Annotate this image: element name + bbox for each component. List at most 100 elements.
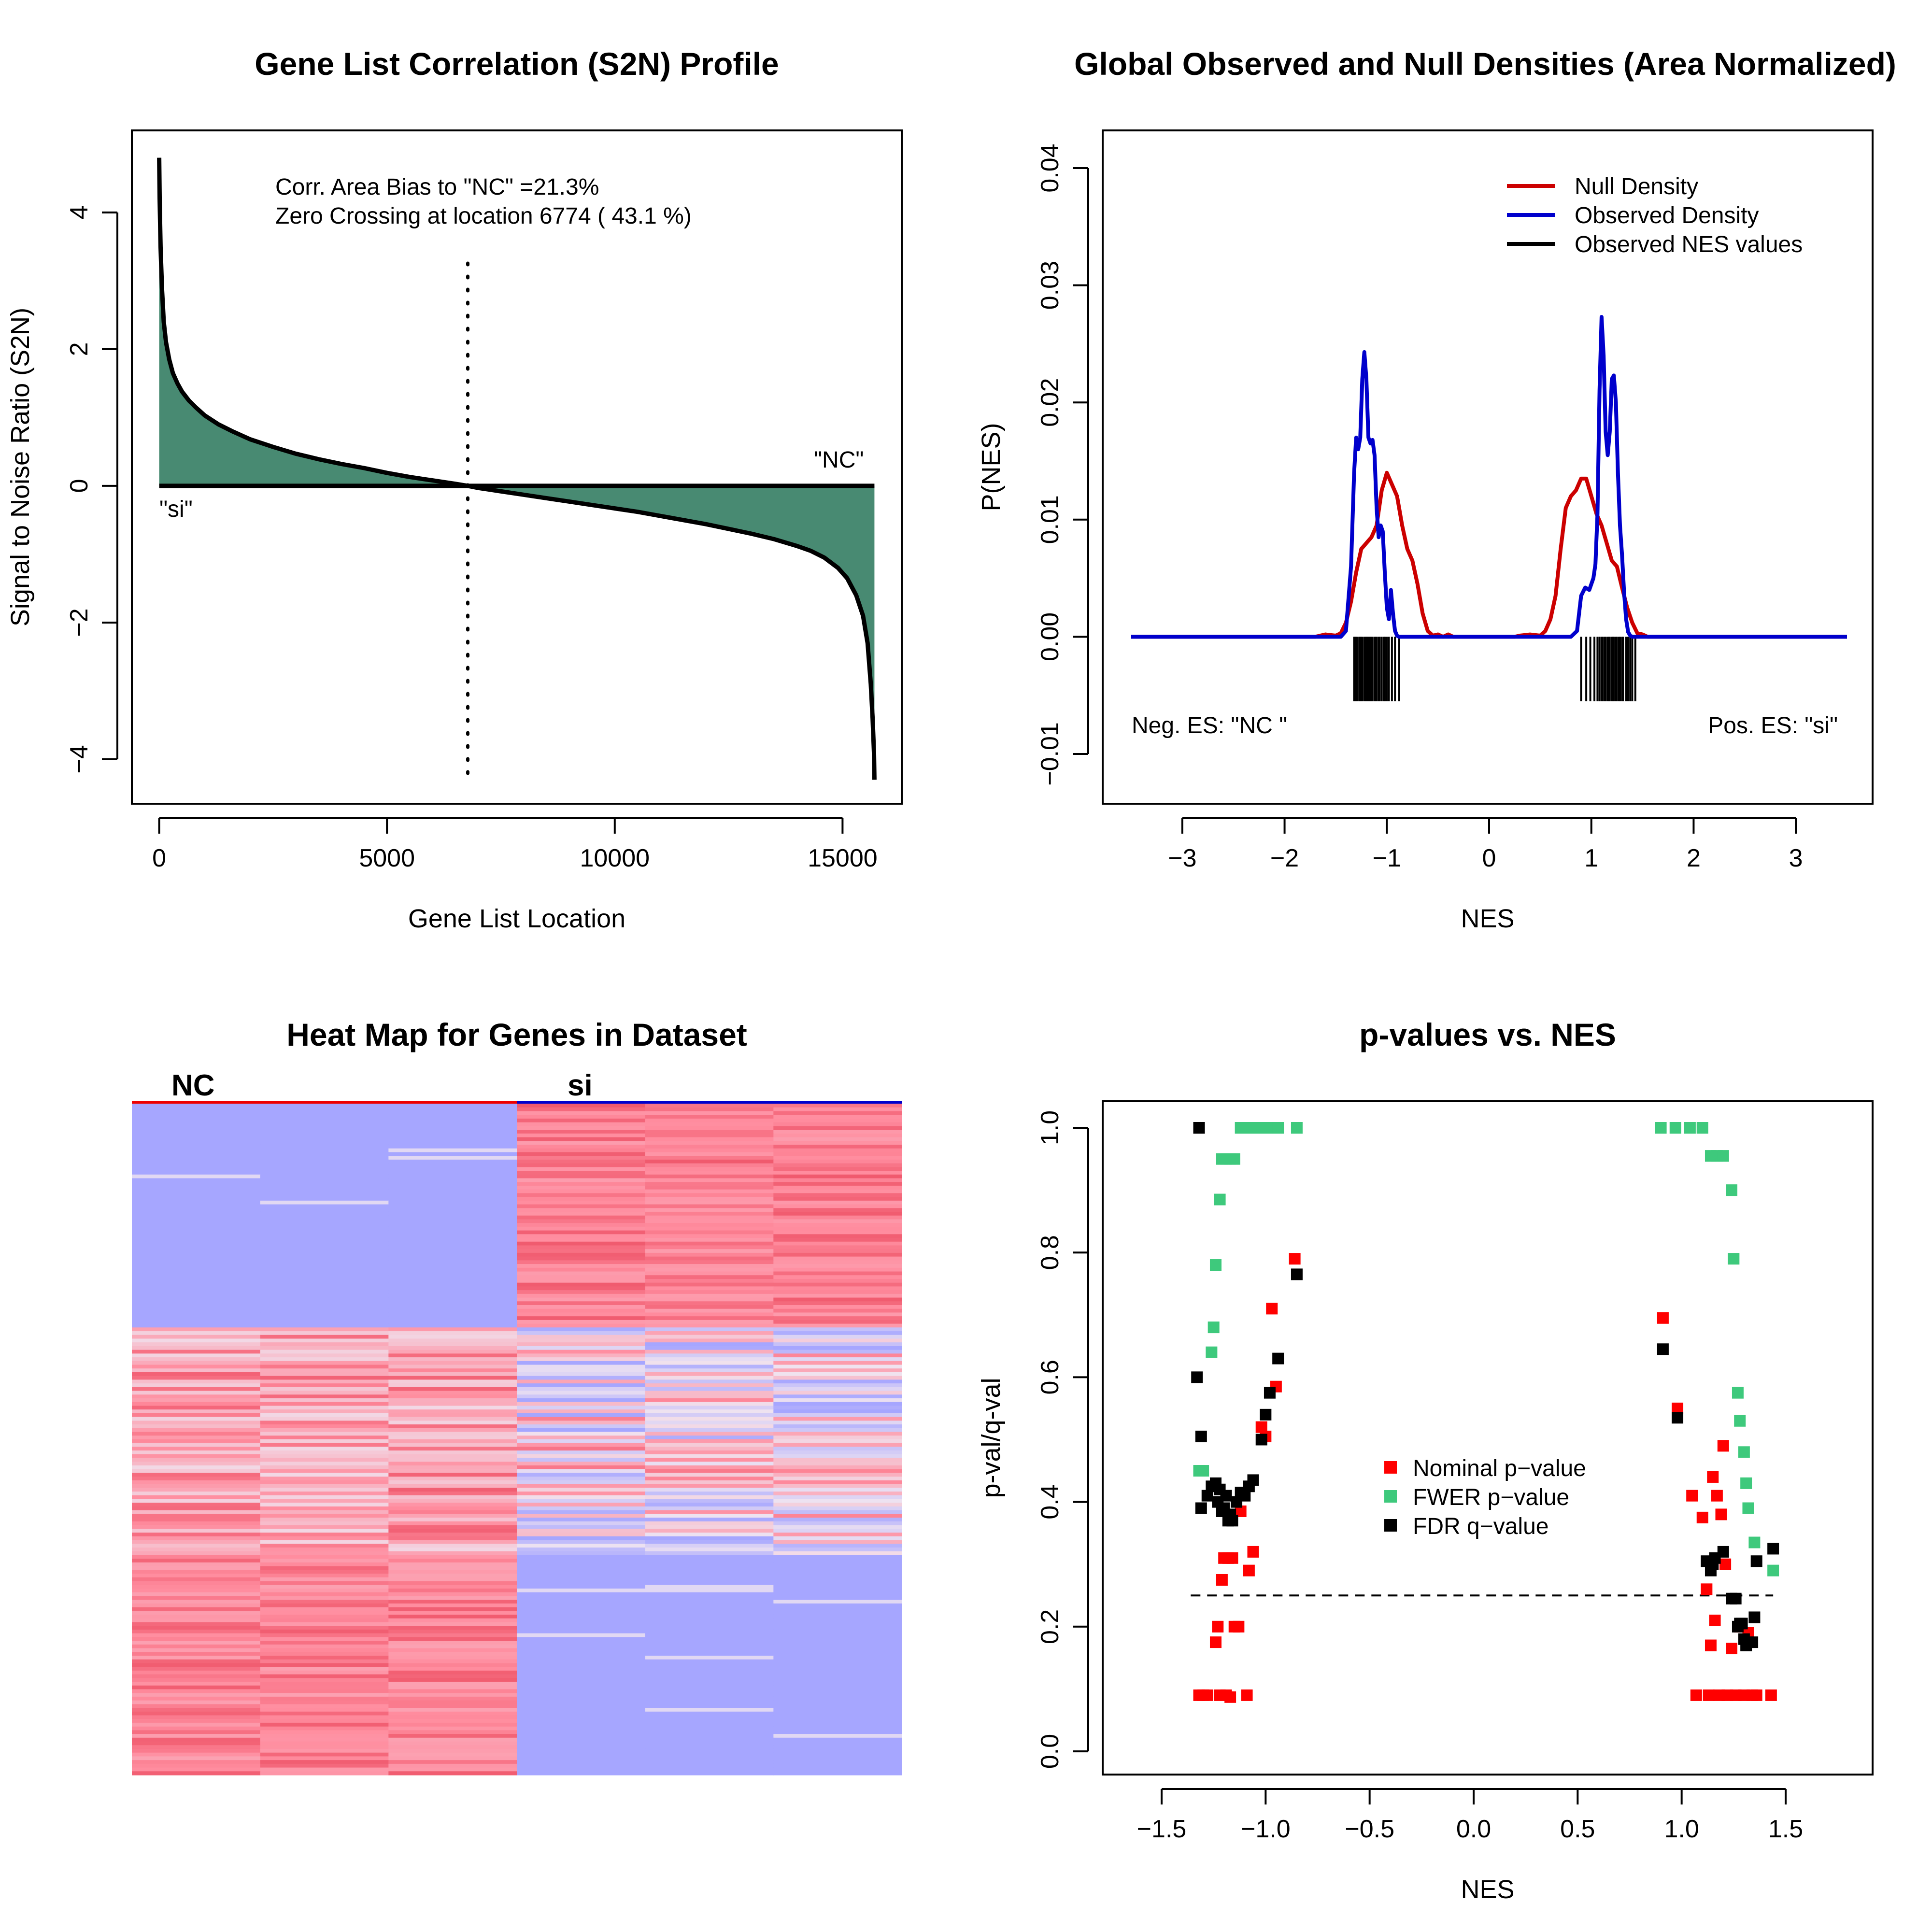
nominal-p-point: [1765, 1689, 1777, 1701]
heatmap-cell: [260, 1633, 389, 1637]
fdr-q-point: [1193, 1122, 1205, 1134]
heatmap-cell: [773, 1435, 902, 1440]
heatmap-cell: [517, 1704, 646, 1708]
heatmap-cell: [132, 1271, 261, 1276]
legend-fwer-label: FWER p−value: [1413, 1485, 1569, 1510]
heatmap-cell: [388, 1626, 517, 1630]
heatmap-cell: [260, 1327, 389, 1332]
heatmap-cell: [645, 1637, 774, 1641]
x-tick-label: 5000: [359, 844, 415, 872]
fwer-p-point: [1742, 1502, 1754, 1514]
heatmap-cell: [388, 1391, 517, 1395]
heatmap-cell: [388, 1275, 517, 1279]
heatmap-cell: [773, 1551, 902, 1555]
heatmap-cell: [773, 1555, 902, 1559]
heatmap-cell: [132, 1678, 261, 1682]
heatmap-cell: [388, 1312, 517, 1317]
nominal-p-point: [1243, 1564, 1255, 1577]
heatmap-cell: [388, 1600, 517, 1604]
heatmap-cell: [645, 1510, 774, 1515]
heatmap-cell: [773, 1696, 902, 1701]
heatmap-cell: [260, 1637, 389, 1641]
y-tick-label: 0.0: [1036, 1734, 1064, 1769]
heatmap-cell: [517, 1607, 646, 1611]
heatmap-cell: [388, 1708, 517, 1712]
heatmap-cell: [517, 1726, 646, 1731]
fdr-q-point: [1717, 1546, 1729, 1558]
heatmap-cell: [517, 1308, 646, 1313]
heatmap-cell: [645, 1342, 774, 1347]
heatmap-cell: [773, 1394, 902, 1399]
heatmap-cell: [773, 1704, 902, 1708]
heatmap-cell: [260, 1406, 389, 1410]
heatmap-cell: [260, 1652, 389, 1656]
heatmap-cell: [260, 1208, 389, 1212]
heatmap-cell: [773, 1383, 902, 1388]
heatmap-cell: [645, 1439, 774, 1444]
heatmap-cell: [132, 1197, 261, 1201]
heatmap-cell: [260, 1391, 389, 1395]
heatmap-cell: [517, 1719, 646, 1723]
heatmap-cell: [260, 1111, 389, 1115]
heatmap-cell: [773, 1357, 902, 1362]
heatmap-cell: [132, 1499, 261, 1503]
heatmap-cell: [388, 1361, 517, 1365]
heatmap-cell: [645, 1752, 774, 1757]
heatmap-cell: [517, 1182, 646, 1186]
heatmap-cell: [517, 1357, 646, 1362]
heatmap-cell: [645, 1331, 774, 1335]
heatmap-cell: [773, 1126, 902, 1130]
heatmap-cell: [773, 1320, 902, 1324]
heatmap-cell: [645, 1286, 774, 1291]
heatmap-cell: [773, 1144, 902, 1149]
heatmap-cell: [388, 1421, 517, 1425]
heatmap-cell: [517, 1305, 646, 1309]
fwer-p-point: [1214, 1193, 1226, 1206]
heatmap-cell: [260, 1607, 389, 1611]
fdr-q-point: [1260, 1408, 1272, 1421]
heatmap-cell: [773, 1156, 902, 1160]
pvalue-chart-title: p-values vs. NES: [1359, 1017, 1616, 1052]
fdr-q-point: [1195, 1502, 1207, 1514]
heatmap-cell: [645, 1473, 774, 1477]
nominal-p-point: [1224, 1691, 1236, 1703]
heatmap-cell: [773, 1290, 902, 1294]
heatmap-cell: [388, 1641, 517, 1645]
heatmap-cell: [260, 1226, 389, 1231]
heatmap-cell: [517, 1708, 646, 1712]
heatmap-cell: [388, 1320, 517, 1324]
heatmap-cell: [517, 1760, 646, 1764]
heatmap-cell: [132, 1737, 261, 1742]
x-tick-label: 0: [152, 844, 166, 872]
heatmap-cell: [645, 1271, 774, 1276]
s2n-x-axis: 0 5000 10000 15000: [152, 817, 878, 872]
heatmap-cell: [388, 1663, 517, 1667]
heatmap-cell: [645, 1208, 774, 1212]
heatmap-cell: [517, 1477, 646, 1481]
heatmap-cell: [132, 1376, 261, 1380]
density-plot-frame: [1102, 129, 1874, 805]
heatmap-cell: [388, 1279, 517, 1283]
heatmap-cell: [132, 1529, 261, 1533]
heatmap-cell: [388, 1577, 517, 1582]
heatmap-cell: [645, 1596, 774, 1600]
pvalue-x-axis: −1.5 −1.0 −0.5 0.0 0.5 1.0 1.5: [1137, 1788, 1803, 1843]
fdr-q-point: [1750, 1555, 1762, 1567]
x-tick-label: 1.5: [1768, 1815, 1803, 1843]
heatmap-cell: [388, 1521, 517, 1526]
heatmap-cell: [132, 1230, 261, 1235]
heatmap-cell: [132, 1652, 261, 1656]
heatmap-cell: [132, 1368, 261, 1373]
heatmap-cell: [773, 1256, 902, 1261]
heatmap-cell: [773, 1726, 902, 1731]
heatmap-cell: [388, 1144, 517, 1149]
pvalue-y-axis-label: p-val/q-val: [977, 1378, 1006, 1498]
heatmap-cell: [645, 1503, 774, 1507]
y-tick-label: 0.04: [1036, 143, 1064, 192]
y-tick-label: 2: [65, 342, 93, 356]
heatmap-cell: [517, 1361, 646, 1365]
heatmap-cell: [517, 1130, 646, 1134]
heatmap-cell: [773, 1603, 902, 1608]
heatmap-cell: [517, 1525, 646, 1529]
heatmap-cell: [388, 1402, 517, 1406]
